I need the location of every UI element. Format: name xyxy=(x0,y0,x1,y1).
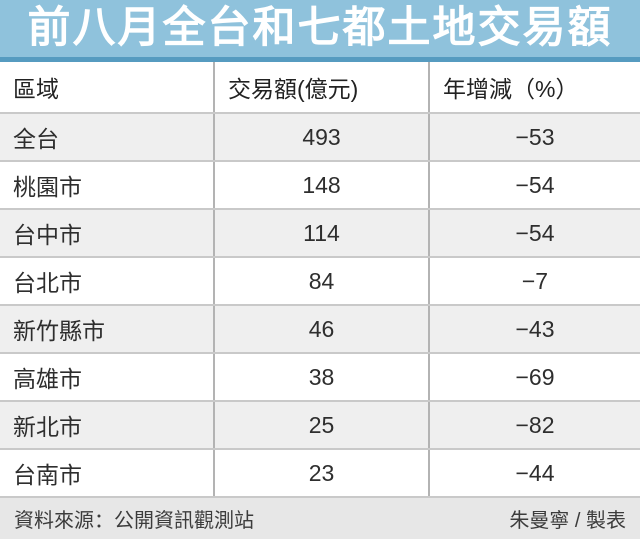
table-row: 新竹縣市 46 −43 xyxy=(0,304,640,352)
data-source-label: 資料來源：公開資訊觀測站 xyxy=(14,510,254,532)
amount-cell: 84 xyxy=(213,258,428,304)
table-row: 全台 493 −53 xyxy=(0,112,640,160)
table-row: 台中市 114 −54 xyxy=(0,208,640,256)
table-body: 全台 493 −53 桃園市 148 −54 台中市 114 −54 台北市 8… xyxy=(0,112,640,498)
column-header-region: 區域 xyxy=(13,76,59,102)
yoy-cell: −53 xyxy=(428,114,640,160)
title-banner: 前八月全台和七都土地交易額 xyxy=(0,0,640,57)
column-header-amount: 交易額(億元) xyxy=(213,62,428,112)
region-cell: 新竹縣市 xyxy=(13,318,105,344)
table-row: 高雄市 38 −69 xyxy=(0,352,640,400)
yoy-cell: −54 xyxy=(428,162,640,208)
yoy-cell: −7 xyxy=(428,258,640,304)
region-cell: 台中市 xyxy=(13,222,82,248)
yoy-cell: −69 xyxy=(428,354,640,400)
amount-cell: 493 xyxy=(213,114,428,160)
yoy-cell: −43 xyxy=(428,306,640,352)
page-title: 前八月全台和七都土地交易額 xyxy=(27,4,613,52)
amount-cell: 114 xyxy=(213,210,428,256)
region-cell: 桃園市 xyxy=(13,174,82,200)
amount-cell: 38 xyxy=(213,354,428,400)
yoy-cell: −82 xyxy=(428,402,640,448)
amount-cell: 23 xyxy=(213,450,428,496)
yoy-cell: −44 xyxy=(428,450,640,496)
amount-cell: 25 xyxy=(213,402,428,448)
table-row: 台北市 84 −7 xyxy=(0,256,640,304)
banner-accent-stripe xyxy=(0,57,640,62)
footer-bar: 資料來源：公開資訊觀測站 朱曼寧 / 製表 xyxy=(0,498,640,539)
table-row: 台南市 23 −44 xyxy=(0,448,640,496)
amount-cell: 148 xyxy=(213,162,428,208)
table-row: 新北市 25 −82 xyxy=(0,400,640,448)
region-cell: 高雄市 xyxy=(13,366,82,392)
region-cell: 新北市 xyxy=(13,414,82,440)
amount-cell: 46 xyxy=(213,306,428,352)
column-header-yoy: 年增減（%） xyxy=(428,62,640,112)
yoy-cell: −54 xyxy=(428,210,640,256)
table-row: 桃園市 148 −54 xyxy=(0,160,640,208)
region-cell: 台北市 xyxy=(13,270,82,296)
region-cell: 全台 xyxy=(13,126,59,152)
credit-label: 朱曼寧 / 製表 xyxy=(509,510,626,532)
table-header-row: 區域 交易額(億元) 年增減（%） xyxy=(0,62,640,112)
region-cell: 台南市 xyxy=(13,462,82,488)
